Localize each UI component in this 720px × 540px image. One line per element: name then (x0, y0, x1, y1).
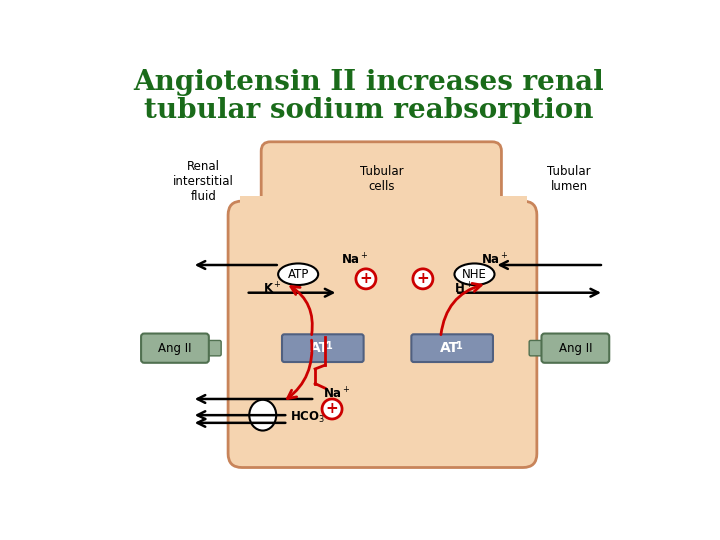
Circle shape (413, 269, 433, 289)
Text: 1: 1 (456, 341, 462, 351)
Ellipse shape (454, 264, 495, 285)
FancyBboxPatch shape (541, 334, 609, 363)
FancyBboxPatch shape (228, 201, 537, 468)
FancyBboxPatch shape (529, 340, 548, 356)
Text: Na$^+$: Na$^+$ (323, 387, 351, 402)
FancyBboxPatch shape (261, 142, 501, 222)
Text: Ang II: Ang II (158, 342, 192, 355)
FancyBboxPatch shape (411, 334, 493, 362)
Text: Na$^+$: Na$^+$ (341, 252, 368, 267)
Text: tubular sodium reabsorption: tubular sodium reabsorption (144, 97, 594, 124)
Bar (485, 195, 527, 215)
Text: Angiotensin II increases renal: Angiotensin II increases renal (134, 69, 604, 96)
Bar (240, 195, 283, 215)
Text: AT: AT (310, 341, 329, 355)
Text: 1: 1 (326, 341, 333, 351)
FancyBboxPatch shape (141, 334, 209, 363)
Text: Renal
interstitial
fluid: Renal interstitial fluid (173, 160, 234, 204)
FancyBboxPatch shape (253, 211, 516, 242)
Text: Ang II: Ang II (559, 342, 592, 355)
Text: AT: AT (439, 341, 459, 355)
Circle shape (356, 269, 376, 289)
FancyBboxPatch shape (282, 334, 364, 362)
Text: H$^+$: H$^+$ (454, 281, 473, 296)
Text: NHE: NHE (462, 268, 487, 281)
Ellipse shape (249, 400, 276, 430)
Text: K$^+$: K$^+$ (263, 281, 282, 296)
Ellipse shape (278, 264, 318, 285)
Text: Tubular
cells: Tubular cells (359, 165, 403, 193)
Text: Tubular
lumen: Tubular lumen (547, 165, 591, 193)
Text: +: + (359, 272, 372, 286)
Circle shape (322, 399, 342, 419)
FancyBboxPatch shape (203, 340, 221, 356)
Text: Na$^+$: Na$^+$ (481, 252, 508, 267)
Text: +: + (417, 272, 429, 286)
Text: HCO$_3$$^-$: HCO$_3$$^-$ (290, 410, 334, 425)
Text: ATP: ATP (287, 268, 309, 281)
Text: +: + (325, 402, 338, 416)
